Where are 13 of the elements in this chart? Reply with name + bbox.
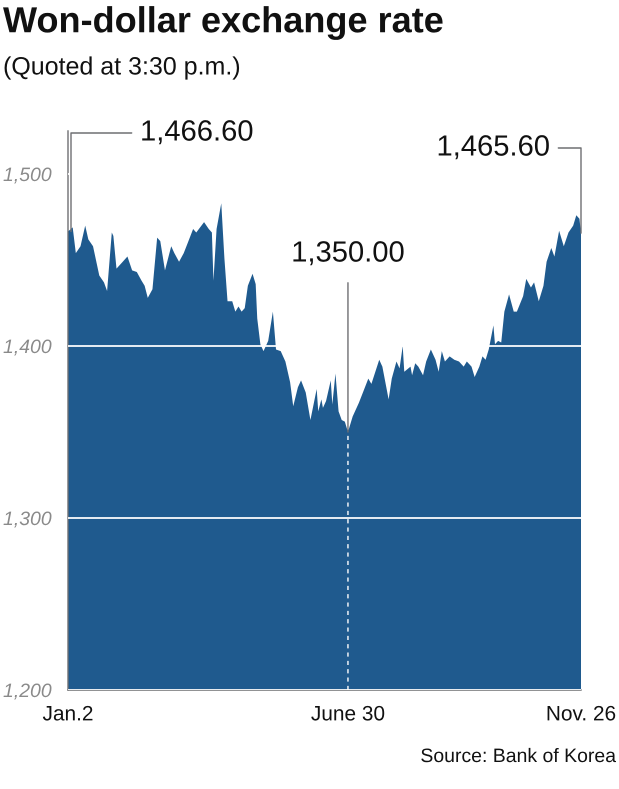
source-note: Source: Bank of Korea bbox=[421, 748, 616, 762]
x-tick-label: Jan.2 bbox=[42, 706, 92, 721]
annotation: 1,466.60 bbox=[142, 120, 252, 144]
y-tick-label: 1,400 bbox=[4, 339, 52, 356]
chart-title: Won-dollar exchange rate bbox=[3, 6, 443, 40]
annotation: 1,350.00 bbox=[293, 241, 404, 266]
y-tick-label: 1,200 bbox=[4, 683, 52, 700]
x-tick-label: June 30 bbox=[311, 706, 384, 721]
y-tick-label: 1,300 bbox=[4, 511, 52, 528]
annotation: 1,465.60 bbox=[438, 135, 549, 160]
x-tick-label: Nov. 26 bbox=[548, 706, 616, 721]
y-tick-label: 1,500 bbox=[4, 167, 52, 184]
chart-subtitle: (Quoted at 3:30 p.m.) bbox=[4, 56, 240, 80]
